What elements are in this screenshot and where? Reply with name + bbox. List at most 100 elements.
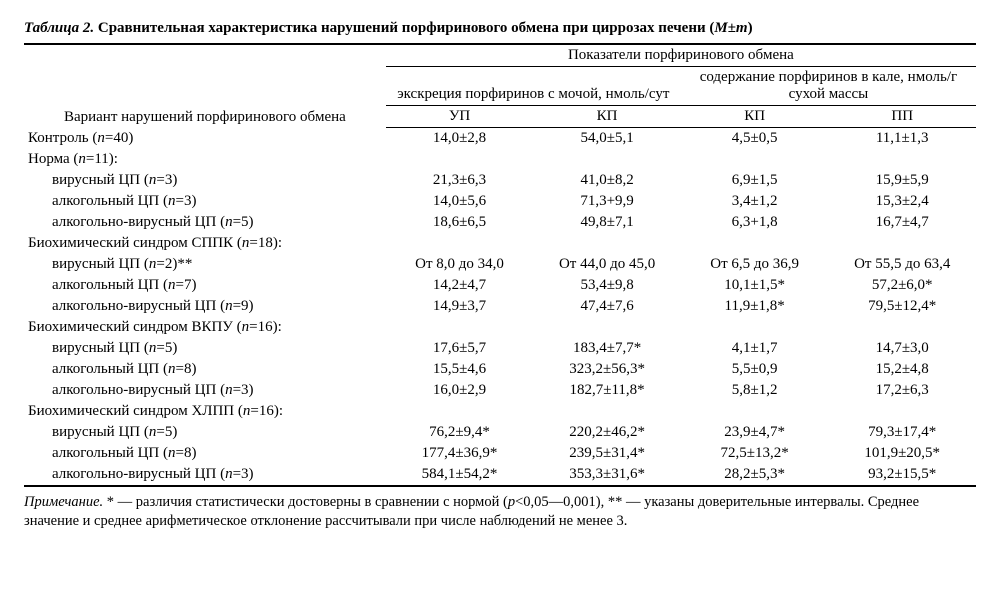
cell-empty [533, 233, 681, 254]
row-label: алкогольный ЦП (n=8) [24, 443, 386, 464]
cell-value: 57,2±6,0* [828, 275, 976, 296]
cell-empty [386, 233, 534, 254]
cell-value: 353,3±31,6* [533, 464, 681, 486]
cell-value: 54,0±5,1 [533, 128, 681, 150]
cell-empty [386, 317, 534, 338]
row-label: алкогольный ЦП (n=8) [24, 359, 386, 380]
cell-empty [533, 401, 681, 422]
cell-value: От 55,5 до 63,4 [828, 254, 976, 275]
cell-value: 16,7±4,7 [828, 212, 976, 233]
table-row: вирусный ЦП (n=5)76,2±9,4*220,2±46,2*23,… [24, 422, 976, 443]
data-table: Показатели порфиринового обмена Вариант … [24, 43, 976, 487]
cell-value: 28,2±5,3* [681, 464, 829, 486]
row-label: Биохимический синдром СППК (n=18): [24, 233, 386, 254]
cell-empty [533, 317, 681, 338]
cell-value: 323,2±56,3* [533, 359, 681, 380]
table-row: вирусный ЦП (n=5)17,6±5,7183,4±7,7*4,1±1… [24, 338, 976, 359]
cell-value: 183,4±7,7* [533, 338, 681, 359]
row-label: Норма (n=11): [24, 149, 386, 170]
cell-value: 14,9±3,7 [386, 296, 534, 317]
cell-value: 14,0±5,6 [386, 191, 534, 212]
cell-empty [386, 401, 534, 422]
cell-value: 3,4±1,2 [681, 191, 829, 212]
table-row: алкогольно-вирусный ЦП (n=3)16,0±2,9182,… [24, 380, 976, 401]
cell-empty [681, 401, 829, 422]
cell-empty [681, 149, 829, 170]
header-c2: КП [533, 106, 681, 128]
cell-empty [533, 149, 681, 170]
cell-value: 18,6±6,5 [386, 212, 534, 233]
cell-value: От 6,5 до 36,9 [681, 254, 829, 275]
table-row: Биохимический синдром ХЛПП (n=16): [24, 401, 976, 422]
cell-empty [681, 233, 829, 254]
row-label: Биохимический синдром ВКПУ (n=16): [24, 317, 386, 338]
cell-value: 53,4±9,8 [533, 275, 681, 296]
table-row: алкогольный ЦП (n=3)14,0±5,671,3+9,93,4±… [24, 191, 976, 212]
cell-value: 14,7±3,0 [828, 338, 976, 359]
cell-value: 14,0±2,8 [386, 128, 534, 150]
cell-value: 17,2±6,3 [828, 380, 976, 401]
row-label: алкогольно-вирусный ЦП (n=5) [24, 212, 386, 233]
table-row: Контроль (n=40)14,0±2,854,0±5,14,5±0,511… [24, 128, 976, 150]
table-body: Контроль (n=40)14,0±2,854,0±5,14,5±0,511… [24, 128, 976, 487]
cell-empty [828, 317, 976, 338]
table-row: Норма (n=11): [24, 149, 976, 170]
table-row: вирусный ЦП (n=3)21,3±6,341,0±8,26,9±1,5… [24, 170, 976, 191]
cell-value: От 44,0 до 45,0 [533, 254, 681, 275]
note-pval: p [508, 494, 515, 510]
cell-value: 21,3±6,3 [386, 170, 534, 191]
table-row: алкогольно-вирусный ЦП (n=9)14,9±3,747,4… [24, 296, 976, 317]
cell-empty [681, 317, 829, 338]
cell-value: 10,1±1,5* [681, 275, 829, 296]
cell-value: 6,3+1,8 [681, 212, 829, 233]
cell-value: 15,3±2,4 [828, 191, 976, 212]
header-sub-right: содержание порфиринов в кале, нмоль/г су… [681, 67, 976, 106]
cell-value: 6,9±1,5 [681, 170, 829, 191]
cell-value: 5,8±1,2 [681, 380, 829, 401]
cell-value: 76,2±9,4* [386, 422, 534, 443]
header-c1: УП [386, 106, 534, 128]
cell-value: 49,8±7,1 [533, 212, 681, 233]
header-rowheader: Вариант нарушений порфиринового обмена [24, 67, 386, 128]
table-row: вирусный ЦП (n=2)**От 8,0 до 34,0От 44,0… [24, 254, 976, 275]
cell-value: 71,3+9,9 [533, 191, 681, 212]
row-label: вирусный ЦП (n=5) [24, 422, 386, 443]
cell-value: От 8,0 до 34,0 [386, 254, 534, 275]
table-caption: Таблица 2. Сравнительная характеристика … [24, 20, 976, 37]
table-row: алкогольный ЦП (n=8)15,5±4,6323,2±56,3*5… [24, 359, 976, 380]
cell-value: 93,2±15,5* [828, 464, 976, 486]
row-label: вирусный ЦП (n=5) [24, 338, 386, 359]
cell-value: 220,2±46,2* [533, 422, 681, 443]
header-group-top: Показатели порфиринового обмена [386, 44, 976, 67]
cell-value: 47,4±7,6 [533, 296, 681, 317]
cell-value: 17,6±5,7 [386, 338, 534, 359]
cell-empty [828, 401, 976, 422]
cell-value: 584,1±54,2* [386, 464, 534, 486]
cell-value: 23,9±4,7* [681, 422, 829, 443]
header-sub-left: экскреция порфиринов с мочой, нмоль/сут [386, 67, 681, 106]
cell-value: 101,9±20,5* [828, 443, 976, 464]
cell-value: 5,5±0,9 [681, 359, 829, 380]
table-head: Показатели порфиринового обмена Вариант … [24, 44, 976, 128]
cell-value: 14,2±4,7 [386, 275, 534, 296]
cell-empty [386, 149, 534, 170]
cell-value: 15,5±4,6 [386, 359, 534, 380]
cell-value: 15,9±5,9 [828, 170, 976, 191]
caption-label: Таблица 2. [24, 20, 94, 36]
table-row: алкогольный ЦП (n=7)14,2±4,753,4±9,810,1… [24, 275, 976, 296]
caption-mpm: M±m [714, 20, 747, 36]
cell-value: 11,1±1,3 [828, 128, 976, 150]
cell-value: 79,5±12,4* [828, 296, 976, 317]
row-label: вирусный ЦП (n=3) [24, 170, 386, 191]
cell-value: 177,4±36,9* [386, 443, 534, 464]
row-label: алкогольный ЦП (n=7) [24, 275, 386, 296]
note-label: Примечание. [24, 494, 103, 510]
cell-value: 72,5±13,2* [681, 443, 829, 464]
cell-value: 16,0±2,9 [386, 380, 534, 401]
table-row: алкогольно-вирусный ЦП (n=3)584,1±54,2*3… [24, 464, 976, 486]
row-label: алкогольно-вирусный ЦП (n=9) [24, 296, 386, 317]
row-label: вирусный ЦП (n=2)** [24, 254, 386, 275]
table-footnote: Примечание. * — различия статистически д… [24, 493, 976, 531]
row-label: Контроль (n=40) [24, 128, 386, 150]
cell-value: 41,0±8,2 [533, 170, 681, 191]
